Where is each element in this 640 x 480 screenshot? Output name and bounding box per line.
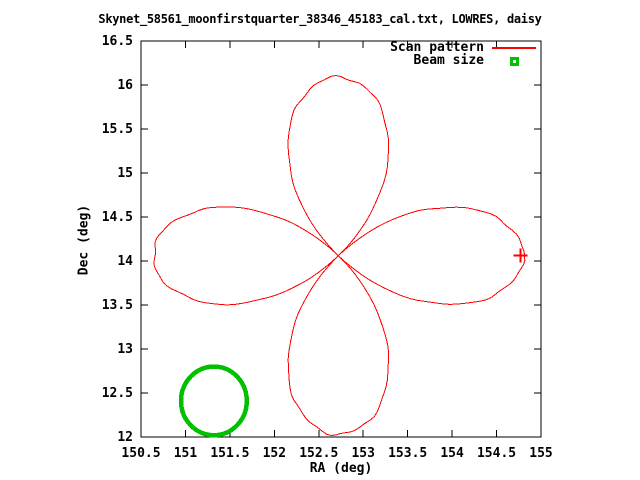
y-tick-label: 14.5 [102, 210, 133, 225]
x-tick-label: 153 [351, 446, 374, 461]
x-tick-label: 151 [174, 446, 198, 461]
y-tick-label: 13 [117, 342, 133, 357]
x-tick-label: 153.5 [388, 446, 427, 461]
x-tick-label: 151.5 [210, 446, 249, 461]
y-tick-label: 12 [117, 430, 133, 445]
red-line-sample-icon [492, 47, 536, 49]
legend-item-scan-pattern: Scan pattern [296, 40, 536, 55]
beam-circle [178, 364, 250, 438]
chart-title: Skynet_58561_moonfirstquarter_38346_4518… [98, 12, 542, 26]
legend-label-scan-pattern: Scan pattern [390, 40, 484, 55]
y-tick-label: 16.5 [102, 34, 133, 49]
x-tick-label: 155 [529, 446, 552, 461]
y-tick-label: 12.5 [102, 386, 133, 401]
x-tick-label: 154 [440, 446, 464, 461]
legend-label-beam-size: Beam size [413, 53, 484, 68]
y-tick-label: 15.5 [102, 122, 133, 137]
legend: Scan pattern Beam size [296, 40, 536, 68]
y-tick-label: 16 [117, 78, 133, 93]
legend-item-beam-size: Beam size [296, 53, 536, 68]
x-tick-label: 150.5 [121, 446, 160, 461]
x-axis-label: RA (deg) [309, 461, 373, 476]
y-tick-label: 15 [117, 166, 133, 181]
y-tick-label: 13.5 [102, 298, 133, 313]
x-tick-label: 154.5 [477, 446, 516, 461]
scan-pattern-line-sample [492, 47, 536, 49]
x-tick-label: 152 [263, 446, 286, 461]
y-axis-label: Dec (deg) [76, 204, 92, 276]
x-tick-label: 152.5 [299, 446, 338, 461]
plot-frame [140, 40, 542, 438]
green-square-marker-icon [509, 56, 519, 66]
beam-size-marker-sample [492, 56, 536, 66]
y-tick-label: 14 [117, 254, 133, 269]
marker-center-dot [512, 59, 516, 63]
scan-pattern-curve [153, 74, 526, 437]
